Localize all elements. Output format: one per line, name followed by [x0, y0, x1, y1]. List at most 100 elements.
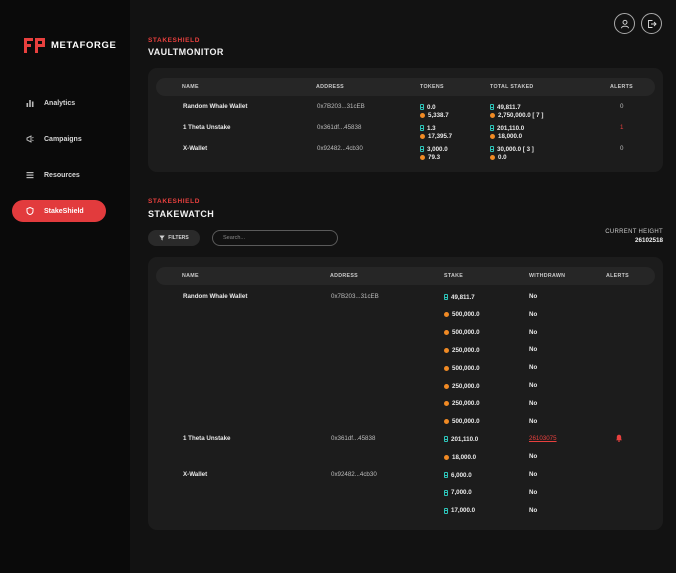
tokens-cell: 1.3 17,395.7 — [420, 124, 452, 140]
col-total-staked: TOTAL STAKED — [490, 84, 534, 90]
list-icon — [26, 171, 34, 179]
logout-button[interactable] — [641, 13, 662, 34]
brand-name: METAFORGE — [51, 40, 117, 51]
withdrawn-status: No — [529, 488, 538, 496]
tfuel-icon — [490, 112, 495, 118]
stake-cell: 250,000.0 — [444, 400, 480, 408]
theta-icon — [420, 104, 424, 110]
stake-value: 250,000.0 — [452, 400, 480, 408]
tfuel-icon — [444, 365, 449, 371]
bar-chart-icon — [26, 99, 34, 107]
wallet-address: 0x361df...45838 — [317, 124, 362, 131]
sidebar-item-label: Resources — [44, 171, 80, 179]
stakewatch-table: NAME ADDRESS STAKE WITHDRAWN ALERTS Rand… — [148, 257, 663, 530]
alerts-count[interactable]: 1 — [620, 124, 624, 131]
wallet-name: Random Whale Wallet — [183, 103, 248, 110]
stake-cell: 201,110.0 — [444, 435, 478, 443]
sidebar-item-resources[interactable]: Resources — [12, 164, 106, 186]
wallet-address: 0x7B203...31cEB — [317, 103, 365, 110]
col-stake: STAKE — [444, 273, 464, 279]
col-address: ADDRESS — [316, 84, 344, 90]
vault-table-header: NAME ADDRESS TOKENS TOTAL STAKED ALERTS — [156, 78, 655, 96]
wallet-address: 0x92482...4cb30 — [317, 145, 363, 152]
stake-cell: 7,000.0 — [444, 489, 472, 497]
wallet-name: X-Wallet — [183, 471, 208, 478]
current-height-value: 26102518 — [634, 237, 663, 244]
alerts-count: 0 — [620, 103, 624, 110]
watch-title: STAKEWATCH — [148, 209, 215, 219]
stake-cell: 49,811.7 — [444, 293, 475, 301]
theta-icon — [444, 507, 448, 514]
col-address: ADDRESS — [330, 273, 358, 279]
filters-button[interactable]: FILTERS — [148, 230, 200, 246]
wallet-address: 0x7B203...31cEB — [331, 293, 379, 300]
stake-value: 201,110.0 — [451, 435, 479, 443]
sidebar-item-stakeshield[interactable]: StakeShield — [12, 200, 106, 222]
col-alerts: ALERTS — [606, 273, 629, 279]
tfuel-icon — [420, 112, 425, 118]
tokens-cell: 0.0 5,338.7 — [420, 103, 449, 119]
theta-icon — [444, 294, 448, 300]
sidebar-nav: Analytics Campaigns Resources StakeShiel… — [12, 92, 106, 236]
theta-icon — [490, 125, 494, 131]
col-withdrawn: WITHDRAWN — [529, 273, 566, 279]
col-tokens: TOKENS — [420, 84, 444, 90]
stake-value: 17,000.0 — [451, 507, 476, 515]
withdrawn-status: No — [529, 293, 538, 300]
tfuel-icon — [420, 154, 425, 160]
vault-table: NAME ADDRESS TOKENS TOTAL STAKED ALERTS … — [148, 68, 663, 172]
sidebar-item-label: StakeShield — [44, 207, 84, 215]
col-name: NAME — [182, 84, 199, 90]
withdrawn-status: No — [529, 417, 538, 425]
metaforge-logo-icon — [24, 38, 45, 53]
logout-icon — [647, 19, 657, 28]
profile-button[interactable] — [614, 13, 635, 34]
tfuel-icon — [444, 312, 449, 318]
stake-value: 500,000.0 — [452, 329, 480, 337]
sidebar: METAFORGE Analytics Campaigns Resources … — [0, 0, 130, 573]
stake-cell: 6,000.0 — [444, 471, 472, 479]
theta-icon — [444, 489, 448, 496]
withdrawn-status: No — [529, 506, 538, 514]
withdrawn-status: No — [529, 453, 538, 461]
stake-cell: 500,000.0 — [444, 364, 480, 372]
tfuel-icon — [444, 454, 449, 460]
theta-icon — [490, 104, 494, 110]
stake-value: 7,000.0 — [451, 489, 472, 497]
tfuel-icon — [444, 419, 449, 425]
total-staked-cell: 201,110.0 18,000.0 — [490, 124, 524, 140]
search-input[interactable] — [212, 230, 338, 246]
tfuel-icon — [444, 401, 449, 407]
stake-value: 6,000.0 — [451, 471, 472, 479]
col-alerts: ALERTS — [610, 84, 633, 90]
filters-label: FILTERS — [168, 235, 189, 241]
wallet-address: 0x92482...4cb30 — [331, 471, 377, 478]
stake-cell: 500,000.0 — [444, 418, 480, 426]
stake-cell: 17,000.0 — [444, 507, 475, 515]
sidebar-item-analytics[interactable]: Analytics — [12, 92, 106, 114]
stake-cell: 18,000.0 — [444, 453, 476, 461]
wallet-name: Random Whale Wallet — [183, 293, 248, 300]
theta-icon — [420, 146, 424, 152]
wallet-name: 1 Theta Unstake — [183, 124, 231, 131]
withdrawn-status: No — [529, 364, 538, 372]
total-staked-cell: 30,000.0 [ 3 ] 0.0 — [490, 145, 534, 161]
stake-value: 18,000.0 — [452, 453, 477, 461]
sidebar-item-campaigns[interactable]: Campaigns — [12, 128, 106, 150]
stake-value: 250,000.0 — [452, 346, 480, 354]
bell-icon[interactable] — [615, 434, 623, 444]
theta-icon — [444, 472, 448, 478]
withdrawn-height-link[interactable]: 26103075 — [529, 435, 557, 443]
user-icon — [620, 19, 629, 28]
alerts-count: 0 — [620, 145, 624, 152]
brand-logo[interactable]: METAFORGE — [24, 38, 116, 53]
withdrawn-status: No — [529, 471, 538, 478]
stakewatch-table-header: NAME ADDRESS STAKE WITHDRAWN ALERTS — [156, 267, 655, 285]
wallet-name: 1 Theta Unstake — [183, 435, 231, 443]
wallet-address: 0x361df...45838 — [331, 435, 376, 443]
tfuel-icon — [444, 383, 449, 389]
theta-icon — [490, 146, 494, 152]
stake-value: 500,000.0 — [452, 364, 480, 372]
theta-icon — [420, 125, 424, 131]
stake-value: 49,811.7 — [451, 293, 475, 301]
